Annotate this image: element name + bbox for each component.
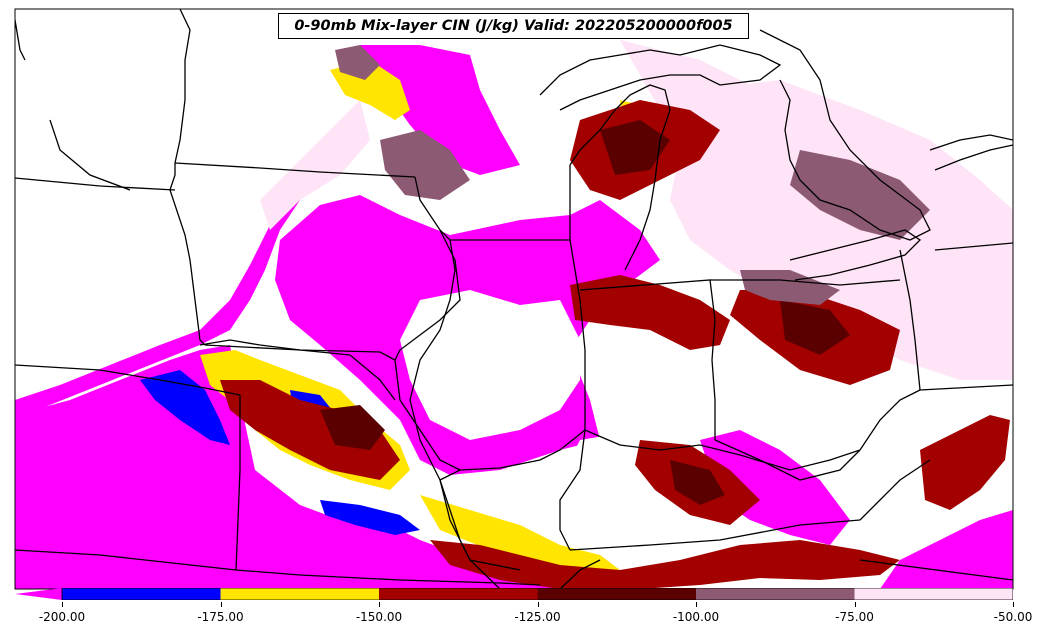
colorbar-tick-label: -125.00 [514, 610, 561, 624]
state-boundaries [15, 9, 1013, 589]
cin-region-southwest [15, 345, 560, 589]
cin-core-red-southband [430, 540, 900, 589]
minnesota-river [49, 119, 131, 191]
cin-region-lavender-ne [670, 80, 1013, 380]
cin-band-blue-west [140, 370, 230, 445]
clear-area-mid [590, 355, 860, 470]
lake-ontario [929, 134, 1013, 151]
colorbar-tick-label: -50.00 [993, 610, 1033, 624]
coastlines [15, 19, 1013, 589]
lake-michigan [569, 84, 671, 271]
colorbar-tick [696, 602, 697, 607]
cin-region-lavender-w [260, 100, 370, 230]
colorbar-tick-label: -200.00 [38, 610, 86, 624]
red-river [15, 19, 26, 61]
cin-band-blue-south [320, 500, 420, 535]
colorbar-tick [62, 602, 63, 607]
colorbar-under-triangle [15, 588, 62, 600]
colorbar-tick [379, 602, 380, 607]
mississippi-river [409, 239, 501, 589]
cin-band-nw [15, 180, 310, 420]
cin-region-mauve-ne [790, 150, 930, 240]
map-title: 0-90mb Mix-layer CIN (J/kg) Valid: 20220… [278, 13, 749, 39]
cin-region-mauve-mid [740, 270, 840, 305]
colorbar-bin-2 [379, 588, 538, 600]
colorbar-bin-4 [696, 588, 855, 600]
ohio-river [584, 429, 861, 471]
cin-region-southeast [880, 510, 1013, 589]
cin-core-darkred-ne [600, 120, 670, 175]
colorbar-bin-3 [537, 588, 696, 600]
colorbar-tick-label: -75.00 [835, 610, 874, 624]
colorbar-tick-label: -150.00 [355, 610, 403, 624]
colorbar-tick-label: -100.00 [672, 610, 720, 624]
lake-erie [789, 229, 922, 281]
colorbar-labels: -200.00 -175.00 -150.00 -125.00 -100.00 -75.0… [0, 602, 1044, 632]
colorbar-bin-1 [220, 588, 379, 600]
colorbar-tick [537, 602, 539, 607]
cin-region-mauve-wi [380, 130, 470, 200]
cin-band-yellow-south [420, 495, 620, 575]
cin-core-red-west [220, 380, 400, 480]
cin-region-east [700, 430, 850, 545]
colorbar-tick [854, 602, 856, 607]
cin-region-north [360, 45, 520, 175]
colorbar-tick-label: -175.00 [197, 610, 244, 624]
cin-core-darkred-west [320, 405, 385, 450]
cin-region-lavender-upper [620, 40, 760, 130]
georgian-bay [934, 144, 1013, 171]
clear-area-central [400, 290, 580, 440]
lake-superior [539, 44, 782, 111]
cin-field [15, 40, 1013, 589]
colorbar-tick [220, 602, 222, 607]
cin-core-red-far-se [920, 415, 1010, 510]
cin-core-darkred-south [670, 460, 725, 505]
cin-core-darkred-ohio [780, 300, 850, 355]
colorbar-bin-5 [854, 588, 1013, 600]
colorbar-frame [61, 588, 1013, 600]
missouri-river [199, 339, 396, 401]
colorbar-tick [1013, 602, 1014, 607]
colorbar-bin-0 [62, 588, 221, 600]
colorbar [15, 588, 1013, 600]
lake-huron [759, 29, 931, 241]
cin-region-mauve-nw [335, 45, 380, 80]
cin-core-red-indiana [570, 275, 730, 350]
